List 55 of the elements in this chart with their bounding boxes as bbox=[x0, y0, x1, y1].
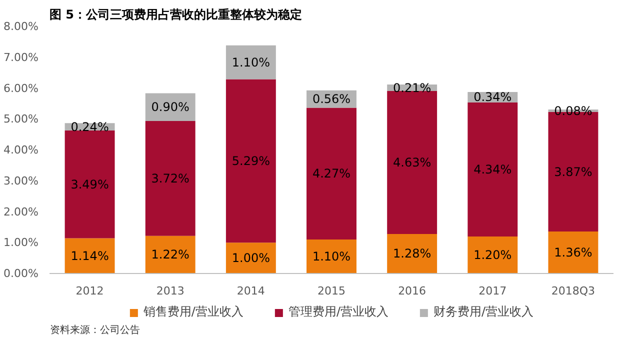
bar bbox=[387, 234, 438, 274]
data-label: 3.49% bbox=[70, 177, 109, 192]
bar bbox=[548, 232, 598, 274]
x-tick-label: 2016 bbox=[398, 284, 426, 298]
y-tick-label: 3.00% bbox=[4, 174, 39, 188]
y-tick-label: 8.00% bbox=[4, 20, 39, 33]
data-label: 4.63% bbox=[393, 156, 432, 170]
y-tick-label: 7.00% bbox=[4, 50, 39, 64]
bar bbox=[226, 45, 276, 80]
legend-label: 管理费用/营业收入 bbox=[288, 304, 389, 320]
data-label: 0.56% bbox=[312, 92, 351, 106]
bar bbox=[145, 236, 196, 274]
data-label: 3.87% bbox=[554, 164, 592, 179]
legend-label: 销售费用/营业收入 bbox=[143, 304, 244, 320]
data-label: 4.27% bbox=[312, 166, 351, 181]
bar bbox=[64, 130, 115, 238]
y-tick-label: 4.00% bbox=[4, 144, 39, 156]
data-label: 4.34% bbox=[474, 162, 512, 176]
y-tick-label: 2.00% bbox=[4, 205, 39, 218]
bar bbox=[306, 108, 356, 240]
bar bbox=[226, 242, 276, 274]
bar bbox=[145, 120, 196, 236]
data-label: 1.36% bbox=[554, 246, 592, 260]
data-label: 5.29% bbox=[232, 154, 270, 168]
data-label: 3.72% bbox=[151, 171, 190, 186]
data-label: 1.28% bbox=[393, 246, 432, 261]
bar bbox=[468, 102, 518, 236]
x-tick-label: 2015 bbox=[318, 284, 346, 298]
y-tick-label: 1.00% bbox=[4, 236, 39, 250]
data-label: 1.10% bbox=[312, 250, 351, 264]
y-tick-label: 0.00% bbox=[4, 267, 39, 280]
legend-label: 财务费用/营业收入 bbox=[434, 304, 534, 320]
data-label: 0.34% bbox=[474, 90, 512, 104]
x-tick-label: 2013 bbox=[156, 284, 184, 298]
x-tick-label: 2017 bbox=[478, 284, 507, 298]
data-label: 1.14% bbox=[70, 248, 109, 263]
chart-title: 图 5：公司三项费用占营收的比重整体较为稳定 bbox=[50, 8, 302, 22]
data-label: 1.20% bbox=[474, 248, 512, 262]
x-tick-label: 2014 bbox=[236, 284, 265, 298]
y-tick-label: 6.00% bbox=[4, 82, 39, 95]
bar bbox=[306, 240, 356, 274]
x-tick-label: 2018Q3 bbox=[551, 284, 596, 298]
y-tick-label: 5.00% bbox=[4, 112, 39, 126]
data-label: 0.24% bbox=[70, 120, 109, 134]
bar bbox=[226, 79, 276, 243]
bar bbox=[64, 238, 115, 274]
data-label: 1.00% bbox=[232, 251, 270, 266]
data-label: 1.10% bbox=[232, 55, 270, 70]
data-label: 0.90% bbox=[151, 100, 190, 114]
data-label: 1.22% bbox=[151, 248, 190, 262]
bar bbox=[468, 236, 518, 274]
bar bbox=[145, 93, 196, 121]
bar bbox=[387, 91, 438, 234]
x-tick-label: 2012 bbox=[76, 284, 104, 298]
text: 资料来源：公司公告 bbox=[50, 324, 140, 338]
